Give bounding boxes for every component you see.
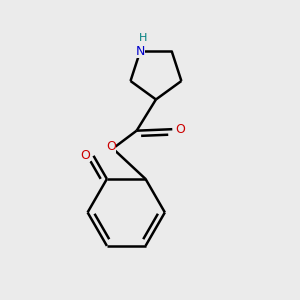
Text: O: O <box>80 149 90 162</box>
Text: O: O <box>176 123 186 136</box>
Text: N: N <box>136 45 145 58</box>
Text: H: H <box>139 33 147 43</box>
Text: O: O <box>106 140 116 153</box>
